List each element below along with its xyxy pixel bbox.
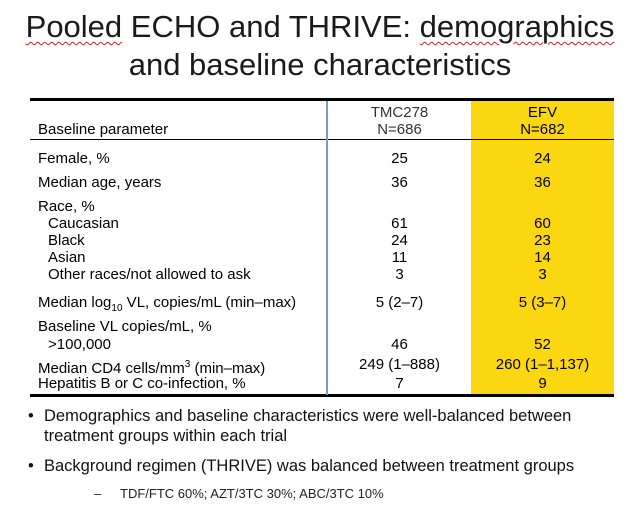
bullet-dot: • [28,457,34,475]
row-asian-tmc278: 11 [391,249,408,266]
row-black-label: Black [48,232,85,249]
header-tmc278-n: N=686 [377,121,422,138]
slide-title: Pooled ECHO and THRIVE: demographics and… [0,8,640,84]
row-black-tmc278: 24 [391,232,408,249]
row-hepatitis-label: Hepatitis B or C co-infection, % [38,375,246,392]
bullet-background-text: Background regimen (THRIVE) was balanced… [44,457,575,475]
column-divider [326,101,328,395]
row-vl-100000-efv: 52 [534,336,551,353]
row-vl-100000-tmc278: 46 [391,336,408,353]
row-log-vl-label: Median log10 VL, copies/mL (min–max) [38,294,297,314]
baseline-table: Baseline parameter TMC278 N=686 EFV N=68… [30,98,614,398]
row-age-tmc278: 36 [391,174,408,191]
row-female-tmc278: 25 [391,150,408,167]
bullet-balanced-text: Demographics and baseline characteristic… [44,407,572,445]
sub-bullet-regimen-text: TDF/FTC 60%; AZT/3TC 30%; ABC/3TC 10% [120,486,384,501]
row-race-label: Race, % [38,198,95,215]
table-top-rule [30,98,614,101]
row-caucasian-label: Caucasian [48,215,119,232]
row-hepatitis-efv: 9 [538,375,547,392]
row-caucasian-efv: 60 [534,215,551,232]
row-caucasian-tmc278: 61 [391,215,408,232]
row-log-vl-tmc278: 5 (2–7) [375,294,424,311]
row-cd4-efv: 260 (1–1,137) [495,356,590,373]
header-efv-n: N=682 [520,121,565,138]
table-header-rule [30,139,614,140]
row-other-races-efv: 3 [538,266,547,283]
header-tmc278: TMC278 [370,104,429,121]
row-other-races-tmc278: 3 [395,266,404,283]
row-baseline-vl-label: Baseline VL copies/mL, % [38,318,212,335]
row-other-races-label: Other races/not allowed to ask [48,266,251,283]
bullet-dot: • [28,407,34,425]
row-hepatitis-tmc278: 7 [395,375,404,392]
table-bottom-rule [30,394,614,397]
row-age-label: Median age, years [38,174,162,191]
row-asian-label: Asian [48,249,86,266]
title-line-2: and baseline characteristics [128,47,512,82]
efv-column-highlight [471,101,614,394]
row-asian-efv: 14 [534,249,551,266]
row-age-efv: 36 [534,174,551,191]
sub-bullet-dash: – [94,486,102,501]
title-line-1: Pooled ECHO and THRIVE: demographics [0,8,640,46]
row-log-vl-efv: 5 (3–7) [518,294,567,311]
row-black-efv: 23 [534,232,551,249]
row-female-label: Female, % [38,150,110,167]
title-word-demographics: demographics [419,9,615,44]
row-cd4-tmc278: 249 (1–888) [359,356,440,373]
row-vl-100000-label: >100,000 [48,336,111,353]
header-baseline-parameter: Baseline parameter [38,121,169,138]
row-cd4-label: Median CD4 cells/mm3 (min–max) [38,359,266,377]
row-female-efv: 24 [534,150,551,167]
title-trials: ECHO and THRIVE: [122,9,420,44]
header-efv: EFV [527,104,558,121]
title-word-pooled: Pooled [25,9,123,44]
